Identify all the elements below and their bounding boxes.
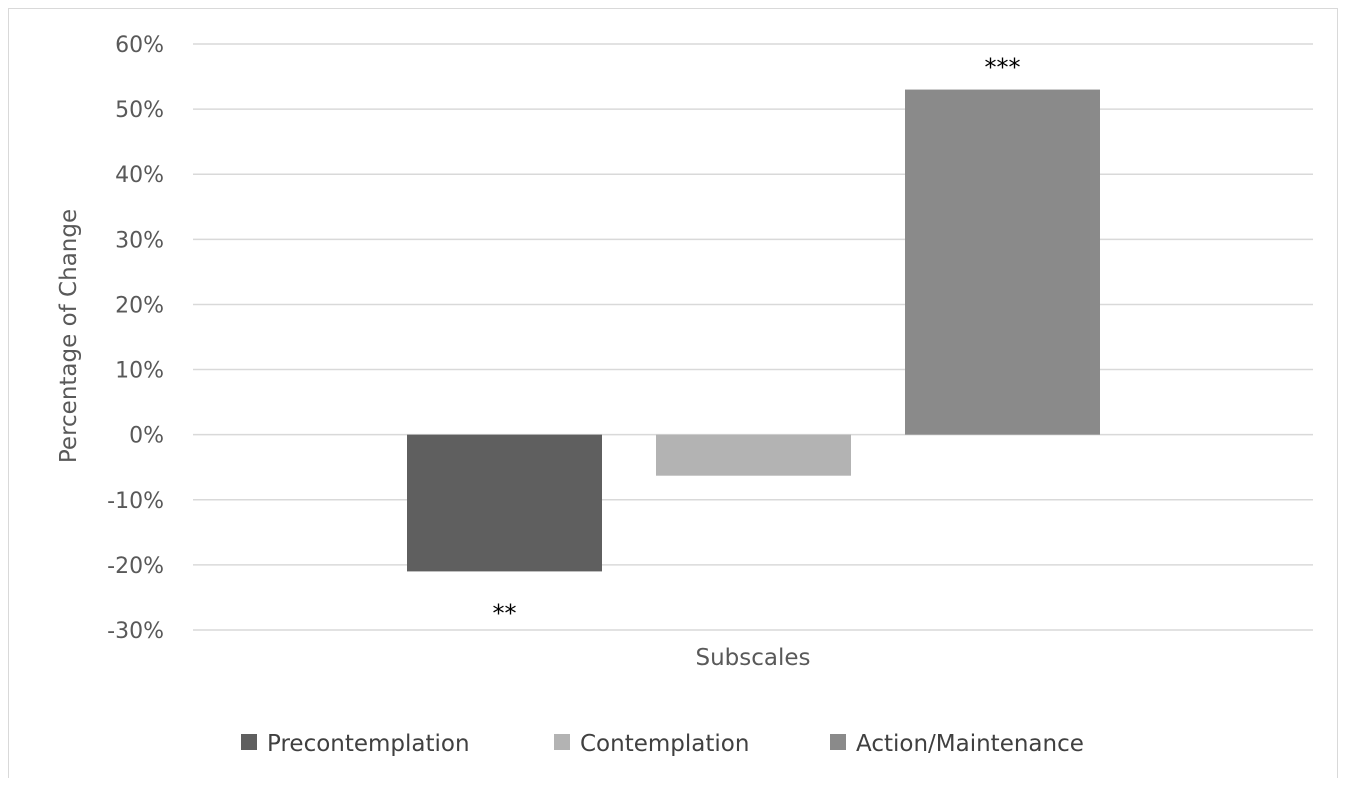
legend: Precontemplation Contemplation Action/Main… bbox=[241, 731, 1084, 757]
bar-action-maintenance bbox=[905, 89, 1100, 435]
annotations: ***** bbox=[493, 54, 1021, 628]
y-tick-label: 60% bbox=[115, 33, 164, 58]
x-axis-title: Subscales bbox=[695, 645, 810, 671]
y-tick-label: 40% bbox=[115, 163, 164, 188]
y-tick-label: 0% bbox=[129, 424, 164, 449]
y-tick-label: 20% bbox=[115, 293, 164, 318]
y-axis-title: Percentage of Change bbox=[56, 209, 82, 463]
legend-swatch bbox=[241, 734, 257, 750]
significance-annotation: ** bbox=[493, 599, 517, 627]
legend-label: Contemplation bbox=[580, 731, 749, 757]
legend-label: Precontemplation bbox=[267, 731, 470, 757]
legend-label: Action/Maintenance bbox=[856, 731, 1084, 757]
gridlines bbox=[193, 43, 1313, 631]
legend-swatch bbox=[554, 734, 570, 750]
y-tick-label: 50% bbox=[115, 98, 164, 123]
significance-annotation: *** bbox=[985, 54, 1021, 82]
y-tick-label: -30% bbox=[107, 619, 164, 644]
y-tick-label: -10% bbox=[107, 489, 164, 514]
legend-swatch bbox=[830, 734, 846, 750]
y-tick-label: -20% bbox=[107, 554, 164, 579]
bar-precontemplation bbox=[407, 434, 602, 572]
y-tick-label: 10% bbox=[115, 359, 164, 384]
y-tick-label: 30% bbox=[115, 228, 164, 253]
y-axis-ticks: 60% 50% 40% 30% 20% 10% 0% -10% -20% -30% bbox=[107, 33, 164, 644]
bars bbox=[407, 89, 1100, 572]
chart-frame bbox=[8, 8, 1338, 778]
bar-contemplation bbox=[656, 434, 851, 476]
